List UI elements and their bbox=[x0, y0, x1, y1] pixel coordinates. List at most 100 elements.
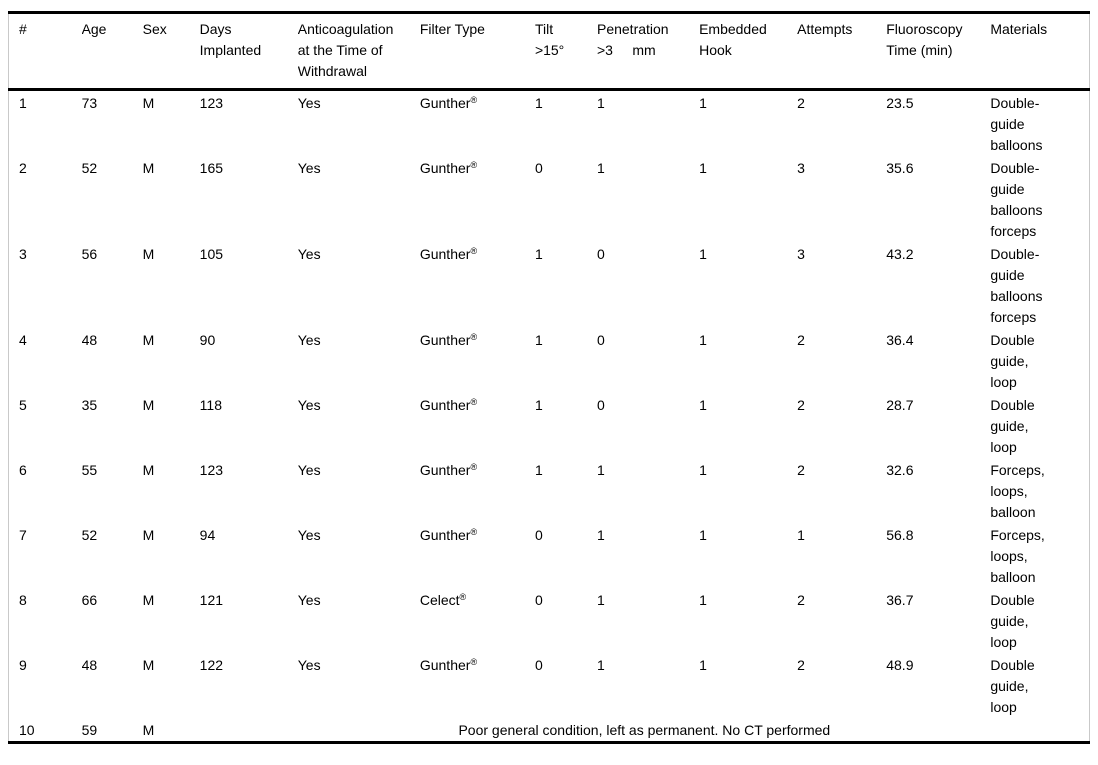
filter-name: Gunther bbox=[419, 462, 471, 478]
cell-embedded-hook: 1 bbox=[699, 160, 707, 176]
cell-age: 52 bbox=[81, 160, 98, 176]
cell-age: 48 bbox=[81, 332, 98, 348]
cell-materials: Double- guide balloons bbox=[990, 95, 1043, 153]
cell-fluoroscopy-time: 23.5 bbox=[886, 95, 914, 111]
cell-fluoroscopy-time: 35.6 bbox=[886, 160, 914, 176]
cell-sex: M bbox=[142, 657, 155, 673]
filter-name: Gunther bbox=[419, 657, 471, 673]
cell-tilt: 0 bbox=[534, 592, 543, 608]
cell-fluoroscopy-time: 36.4 bbox=[886, 332, 914, 348]
cell-penetration: 1 bbox=[596, 160, 605, 176]
filter-name: Gunther bbox=[419, 527, 471, 543]
cell-anticoagulation: Yes bbox=[297, 397, 321, 413]
cell-anticoagulation: Yes bbox=[297, 95, 321, 111]
registered-mark: ® bbox=[470, 332, 478, 342]
cell-num: 3 bbox=[19, 246, 27, 262]
cell-materials: Double guide, loop bbox=[990, 592, 1035, 650]
cell-embedded-hook: 1 bbox=[699, 95, 707, 111]
cell-num: 5 bbox=[19, 397, 27, 413]
cell-age: 48 bbox=[81, 657, 98, 673]
cell-note: Poor general condition, left as permanen… bbox=[458, 722, 831, 738]
cell-anticoagulation: Yes bbox=[297, 527, 321, 543]
registered-mark: ® bbox=[470, 657, 478, 667]
cell-days: 94 bbox=[199, 527, 216, 543]
cell-num: 2 bbox=[19, 160, 27, 176]
filter-name: Gunther bbox=[419, 397, 471, 413]
cell-num: 8 bbox=[19, 592, 27, 608]
cell-filter-type: Gunther® bbox=[420, 523, 535, 588]
cell-tilt: 1 bbox=[534, 246, 543, 262]
cell-fluoroscopy-time: 43.2 bbox=[886, 246, 914, 262]
cell-num: 6 bbox=[19, 462, 27, 478]
col-header-number: # bbox=[8, 12, 82, 91]
col-header-filter-type: Filter Type bbox=[419, 12, 535, 91]
cell-fluoroscopy-time: 32.6 bbox=[886, 462, 914, 478]
cell-fluoroscopy-time: 36.7 bbox=[886, 592, 914, 608]
cell-sex: M bbox=[142, 592, 155, 608]
cell-attempts: 1 bbox=[797, 527, 805, 543]
col-header-fluoroscopy-time: Fluoroscopy Time (min) bbox=[886, 12, 991, 91]
cell-fluoroscopy-time: 28.7 bbox=[886, 397, 914, 413]
cell-attempts: 2 bbox=[797, 462, 805, 478]
registered-mark: ® bbox=[470, 397, 478, 407]
cell-penetration: 1 bbox=[596, 527, 605, 543]
table-row: 7 52 M 94 Yes Gunther® 0 1 1 1 56.8 Forc… bbox=[9, 523, 1090, 588]
cell-age: 35 bbox=[81, 397, 98, 413]
col-header-age: Age bbox=[81, 12, 143, 91]
cell-days: 118 bbox=[199, 397, 222, 413]
cell-sex: M bbox=[142, 527, 155, 543]
col-header-sex: Sex bbox=[142, 12, 200, 91]
cell-penetration: 1 bbox=[596, 95, 605, 111]
cell-tilt: 1 bbox=[534, 95, 543, 111]
cell-days: 123 bbox=[199, 95, 224, 111]
cell-filter-type: Celect® bbox=[420, 588, 535, 653]
cell-filter-type: Gunther® bbox=[420, 242, 535, 328]
cell-sex: M bbox=[142, 246, 155, 262]
cell-embedded-hook: 1 bbox=[699, 246, 707, 262]
registered-mark: ® bbox=[470, 246, 478, 256]
cell-num: 4 bbox=[19, 332, 27, 348]
cell-embedded-hook: 1 bbox=[699, 397, 707, 413]
cell-embedded-hook: 1 bbox=[699, 592, 707, 608]
table-row: 10 59 M Poor general condition, left as … bbox=[9, 718, 1090, 743]
cell-filter-type: Gunther® bbox=[420, 90, 535, 157]
cell-materials: Double guide, loop bbox=[990, 397, 1035, 455]
filter-name: Celect bbox=[419, 592, 460, 608]
cell-sex: M bbox=[142, 332, 155, 348]
cell-age: 59 bbox=[81, 722, 98, 738]
cell-tilt: 0 bbox=[534, 657, 543, 673]
filter-name: Gunther bbox=[419, 332, 471, 348]
col-header-tilt: Tilt >15° bbox=[534, 12, 597, 91]
cell-sex: M bbox=[142, 462, 155, 478]
cell-age: 55 bbox=[81, 462, 98, 478]
cell-days: 165 bbox=[199, 160, 224, 176]
cell-filter-type: Gunther® bbox=[420, 156, 535, 242]
cell-embedded-hook: 1 bbox=[699, 462, 707, 478]
col-header-materials: Materials bbox=[990, 12, 1090, 91]
table-row: 5 35 M 118 Yes Gunther® 1 0 1 2 28.7 Dou… bbox=[9, 393, 1090, 458]
patient-table-container: # Age Sex Days Implanted Anticoagulation… bbox=[8, 11, 1090, 744]
cell-tilt: 0 bbox=[534, 160, 543, 176]
registered-mark: ® bbox=[470, 527, 478, 537]
cell-tilt: 0 bbox=[534, 527, 543, 543]
patient-filter-retrieval-table: # Age Sex Days Implanted Anticoagulation… bbox=[8, 11, 1090, 744]
cell-materials: Forceps, loops, balloon bbox=[990, 462, 1045, 520]
cell-age: 73 bbox=[81, 95, 98, 111]
cell-fluoroscopy-time: 56.8 bbox=[886, 527, 914, 543]
col-header-days-implanted: Days Implanted bbox=[199, 12, 298, 91]
cell-num: 7 bbox=[19, 527, 27, 543]
table-row: 6 55 M 123 Yes Gunther® 1 1 1 2 32.6 For… bbox=[9, 458, 1090, 523]
col-header-anticoagulation: Anticoagulation at the Time of Withdrawa… bbox=[297, 12, 420, 91]
cell-tilt: 1 bbox=[534, 397, 543, 413]
cell-anticoagulation: Yes bbox=[297, 462, 321, 478]
cell-penetration: 1 bbox=[596, 592, 605, 608]
cell-materials: Double- guide balloons forceps bbox=[990, 246, 1043, 325]
cell-attempts: 2 bbox=[797, 332, 805, 348]
col-header-embedded-hook: Embedded Hook bbox=[699, 12, 798, 91]
cell-penetration: 0 bbox=[596, 332, 605, 348]
table-row: 8 66 M 121 Yes Celect® 0 1 1 2 36.7 Doub… bbox=[9, 588, 1090, 653]
table-row: 2 52 M 165 Yes Gunther® 0 1 1 3 35.6 Dou… bbox=[9, 156, 1090, 242]
cell-anticoagulation: Yes bbox=[297, 592, 321, 608]
cell-filter-type: Gunther® bbox=[420, 393, 535, 458]
cell-embedded-hook: 1 bbox=[699, 657, 707, 673]
